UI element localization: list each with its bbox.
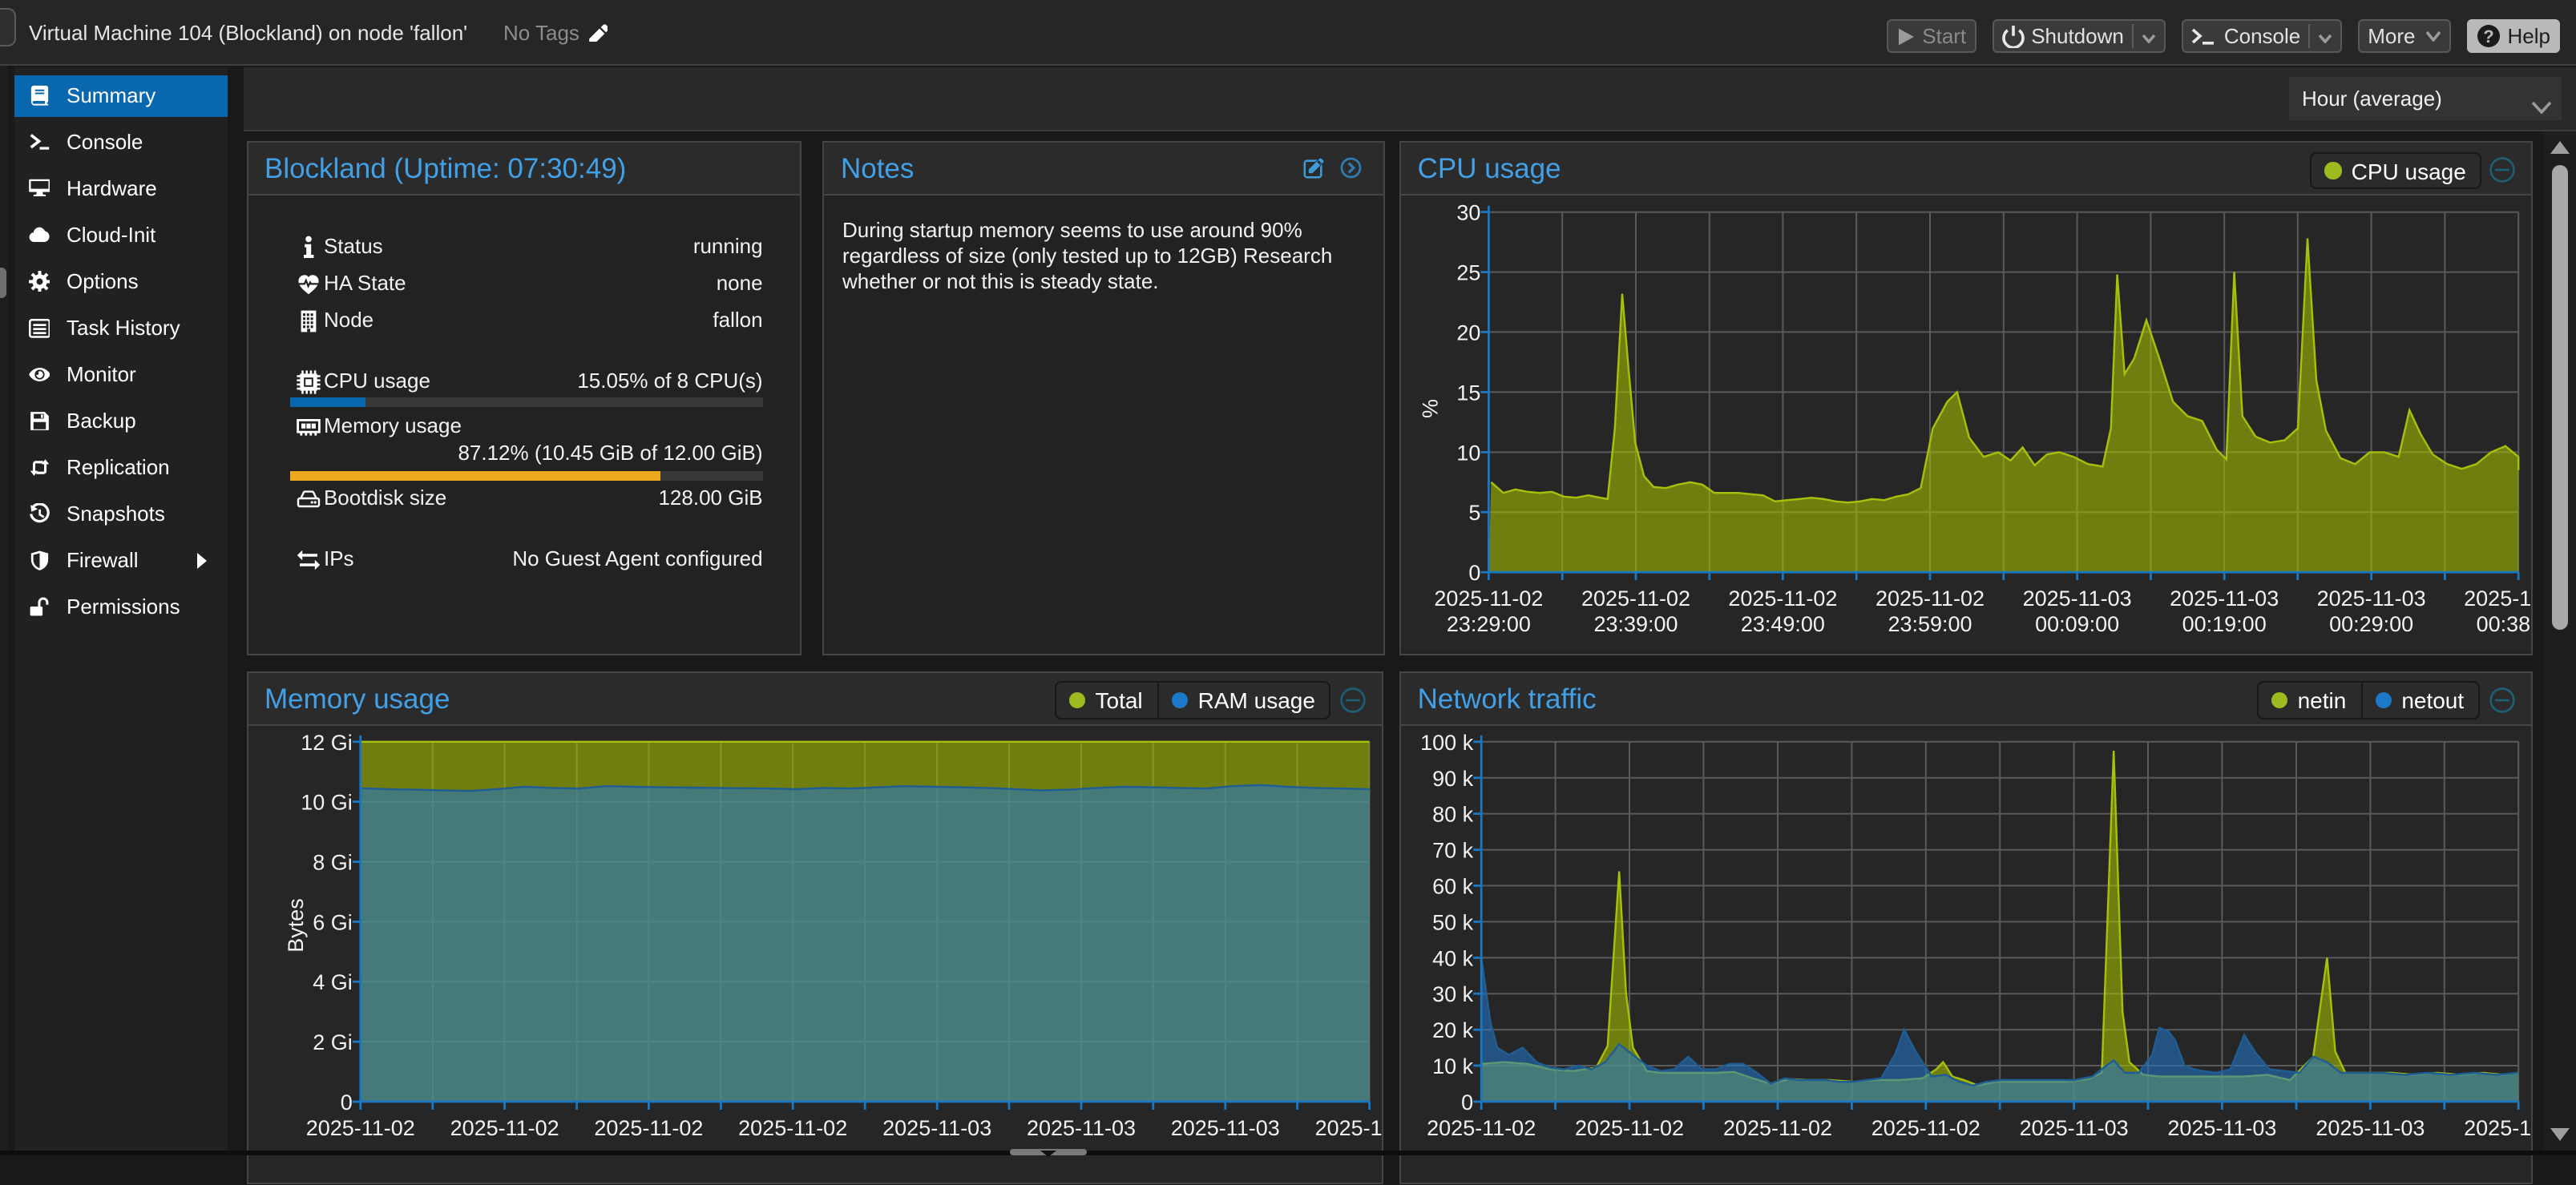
svg-text:30: 30 — [1457, 201, 1481, 225]
svg-text:100 k: 100 k — [1421, 730, 1475, 754]
svg-text:30 k: 30 k — [1433, 981, 1475, 1006]
svg-text:2025-11-02: 2025-11-02 — [1435, 587, 1544, 611]
svg-text:70 k: 70 k — [1433, 838, 1475, 862]
svg-text:2025-11-03: 2025-11-03 — [2317, 587, 2426, 611]
svg-text:2025-11-03: 2025-11-03 — [2168, 1115, 2277, 1139]
svg-text:0: 0 — [1462, 1090, 1474, 1114]
svg-text:2025-11-03: 2025-11-03 — [882, 1115, 991, 1139]
svg-text:10 k: 10 k — [1433, 1054, 1475, 1078]
svg-text:2025-11-03: 2025-11-03 — [2023, 587, 2132, 611]
svg-text:2 Gi: 2 Gi — [313, 1030, 353, 1054]
svg-text:23:39:00: 23:39:00 — [1594, 613, 1678, 637]
svg-text:20: 20 — [1457, 321, 1481, 345]
svg-text:50 k: 50 k — [1433, 909, 1475, 933]
svg-text:20 k: 20 k — [1433, 1018, 1475, 1042]
svg-text:2025-11-02: 2025-11-02 — [1582, 587, 1691, 611]
svg-text:2025-11-02: 2025-11-02 — [1576, 1115, 1685, 1139]
svg-text:2025-11-02: 2025-11-02 — [1871, 1115, 1980, 1139]
svg-text:6 Gi: 6 Gi — [313, 909, 353, 933]
svg-text:2025-11-02: 2025-11-02 — [306, 1115, 415, 1139]
svg-text:2025-11-02: 2025-11-02 — [1876, 587, 1985, 611]
svg-text:2025-11-03: 2025-11-03 — [2316, 1115, 2425, 1139]
svg-text:%: % — [1419, 400, 1443, 419]
svg-text:00:29:00: 00:29:00 — [2330, 613, 2414, 637]
svg-text:00:38:00: 00:38:00 — [2477, 613, 2532, 637]
svg-text:90 k: 90 k — [1433, 766, 1475, 790]
svg-text:00:19:00: 00:19:00 — [2182, 613, 2267, 637]
svg-text:25: 25 — [1457, 261, 1481, 285]
svg-text:2025-11-02: 2025-11-02 — [450, 1115, 559, 1139]
svg-text:2025-11-02: 2025-11-02 — [594, 1115, 703, 1139]
svg-text:5: 5 — [1469, 502, 1481, 526]
svg-text:2025-11-03: 2025-11-03 — [2170, 587, 2279, 611]
svg-text:23:59:00: 23:59:00 — [1888, 613, 1972, 637]
svg-text:00:09:00: 00:09:00 — [2036, 613, 2120, 637]
svg-text:8 Gi: 8 Gi — [313, 850, 353, 874]
svg-text:10: 10 — [1457, 441, 1481, 466]
svg-text:23:29:00: 23:29:00 — [1447, 613, 1531, 637]
svg-text:80 k: 80 k — [1433, 802, 1475, 826]
svg-text:2025-11-03: 2025-11-03 — [1027, 1115, 1136, 1139]
svg-text:2025-11-03: 2025-11-03 — [2020, 1115, 2129, 1139]
svg-text:0: 0 — [1469, 562, 1481, 586]
svg-text:2025-11-03: 2025-11-03 — [1171, 1115, 1280, 1139]
svg-text:60 k: 60 k — [1433, 873, 1475, 897]
svg-text:15: 15 — [1457, 381, 1481, 405]
svg-text:10 Gi: 10 Gi — [301, 790, 353, 814]
svg-text:2025-11-02: 2025-11-02 — [1729, 587, 1838, 611]
svg-text:2025-11-03: 2025-11-03 — [2465, 1115, 2532, 1139]
svg-text:?: ? — [2483, 26, 2493, 46]
svg-text:2025-11-02: 2025-11-02 — [1427, 1115, 1536, 1139]
svg-text:2025-11-02: 2025-11-02 — [738, 1115, 847, 1139]
svg-text:4 Gi: 4 Gi — [313, 969, 353, 994]
svg-text:2025-11-02: 2025-11-02 — [1724, 1115, 1833, 1139]
svg-text:Bytes: Bytes — [284, 897, 308, 952]
svg-text:0: 0 — [341, 1090, 353, 1114]
svg-text:23:49:00: 23:49:00 — [1741, 613, 1825, 637]
svg-text:40 k: 40 k — [1433, 945, 1475, 969]
svg-text:2025-11-03: 2025-11-03 — [1315, 1115, 1383, 1139]
svg-text:2025-11-03: 2025-11-03 — [2465, 587, 2532, 611]
svg-text:12 Gi: 12 Gi — [301, 730, 353, 754]
